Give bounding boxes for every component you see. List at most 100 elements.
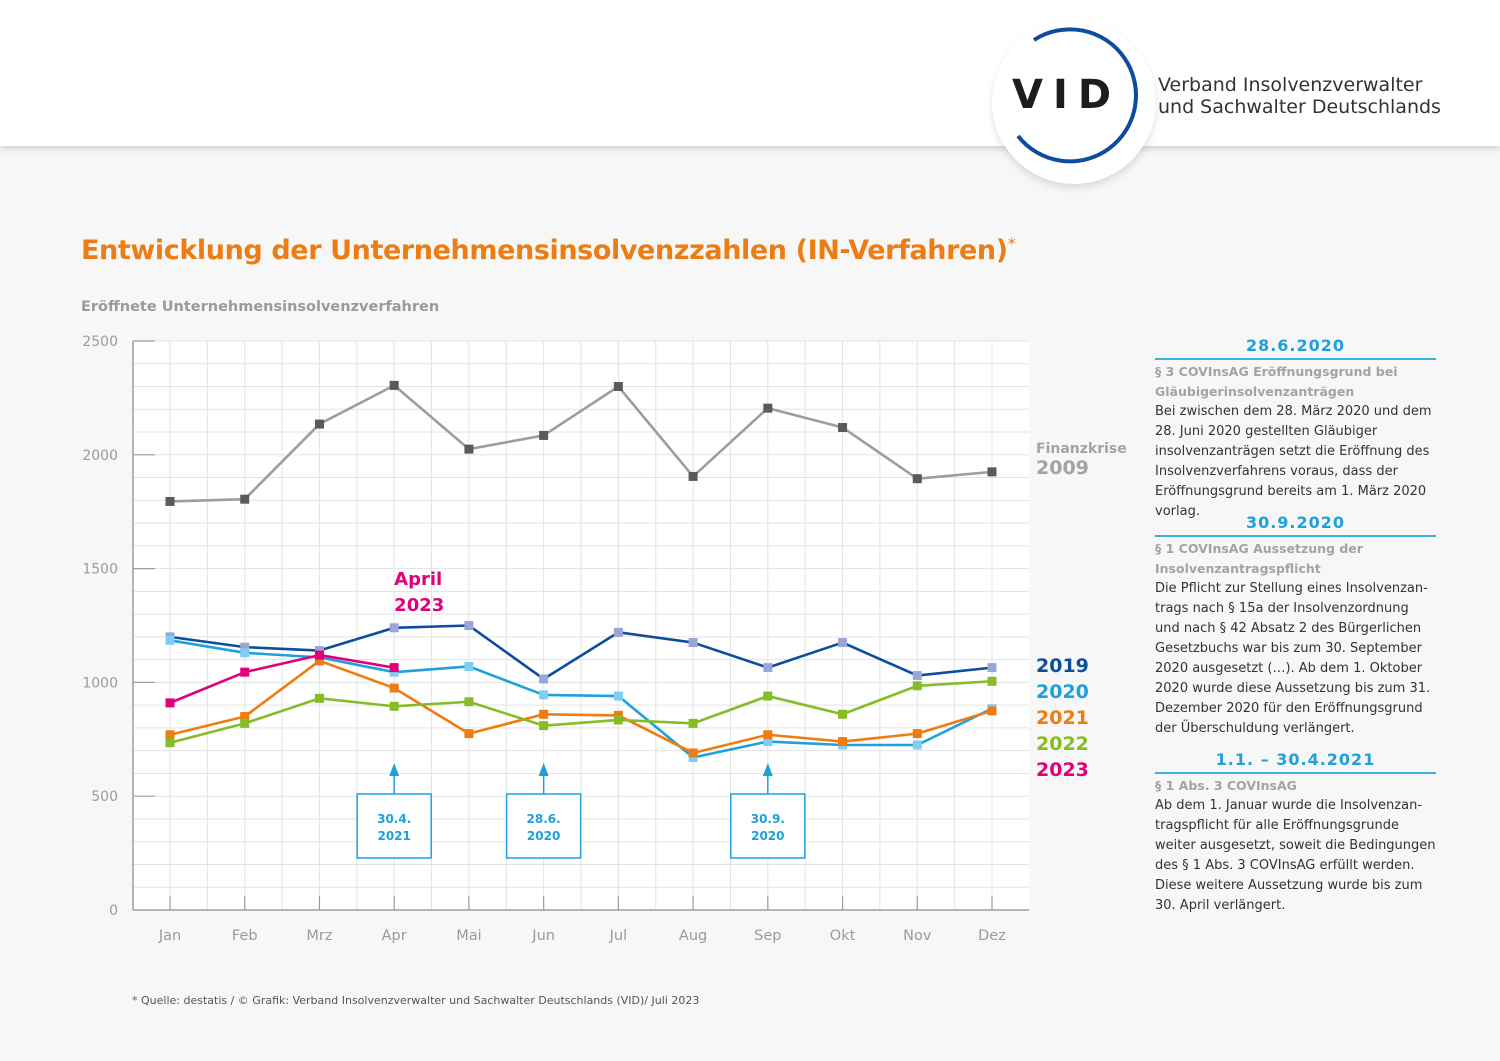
y-tick-label: 1000 [82, 675, 118, 691]
x-tick-label: Mai [456, 928, 481, 944]
data-point-2022 [912, 681, 922, 691]
data-point-2019 [838, 638, 848, 648]
data-point-2023 [314, 650, 324, 660]
annotation-box-date: 28.6. [527, 812, 561, 826]
data-point-2021 [987, 706, 997, 716]
legend-label-2021: 2021 [1036, 707, 1089, 729]
logo-arc-icon [1016, 27, 1138, 164]
data-point-2009 [240, 494, 250, 504]
series-2009 [165, 380, 997, 506]
data-point-2009 [613, 382, 623, 392]
x-tick-labels: Jan Feb Mrz Apr Mai Jun Jul Aug Sep Okt Nov Dez [158, 928, 1006, 944]
data-point-2021 [838, 737, 848, 747]
legend-label-2023: 2023 [1036, 759, 1089, 781]
data-point-2021 [613, 710, 623, 720]
y-tick-label: 500 [91, 789, 118, 805]
data-point-2021 [464, 729, 474, 739]
sidebar-section-1: 28.6.2020 § 3 COVInsAG Eröffnungsgrund b… [1155, 336, 1436, 522]
sidebar-body: Die Pflicht zur Stellung eines Insolvenz… [1155, 581, 1431, 736]
data-point-2019 [240, 642, 250, 652]
data-point-2009 [314, 419, 324, 429]
series-2023 [165, 650, 399, 708]
series-line-2009 [169, 384, 993, 503]
data-point-2021 [389, 683, 399, 693]
chart-series [165, 380, 997, 763]
annotation-box [505, 793, 582, 859]
series-2022 [165, 676, 997, 748]
logo-disc [992, 20, 1156, 184]
sidebar-body: Bei zwischen dem 28. März 2020 und dem 2… [1155, 404, 1432, 519]
data-point-2019 [464, 621, 474, 630]
chart-title-text: Entwicklung der Unternehmensinsolvenzzah… [81, 235, 1008, 266]
data-point-2023 [165, 698, 175, 708]
y-tick-label: 2000 [82, 448, 118, 464]
data-point-2022 [838, 709, 848, 719]
data-point-2009 [912, 474, 922, 484]
legend-label-2019: 2019 [1036, 655, 1089, 677]
sidebar-date: 28.6.2020 [1155, 336, 1436, 360]
legend-label-2009: 2009 [1036, 457, 1089, 479]
data-point-2019 [389, 623, 399, 633]
logo: VID [1012, 72, 1122, 118]
sidebar-heading: § 1 COVInsAG Aussetzung der Insolvenz­an… [1155, 541, 1363, 576]
annotation-box [356, 793, 432, 859]
x-tick-label: Mrz [306, 928, 332, 944]
data-point-2021 [539, 709, 549, 719]
chart-annotations: April 2023 30.4. 2021 28.6. 2020 30.9. 2020 [356, 569, 806, 859]
arrow-up-icon [762, 763, 773, 776]
annotation-box-year: 2021 [377, 829, 410, 843]
x-tick-label: Nov [903, 928, 932, 944]
sidebar-section-2: 30.9.2020 § 1 COVInsAG Aussetzung der In… [1155, 513, 1436, 739]
footnote-marker: * [1007, 234, 1016, 253]
header-bar [0, 0, 1500, 146]
data-point-2022 [464, 697, 474, 707]
series-line-2022 [169, 679, 993, 744]
chart-title: Entwicklung der Unternehmensinsolvenzzah… [81, 234, 1016, 266]
x-tick-label: Okt [830, 928, 856, 944]
data-point-2019 [539, 674, 549, 684]
data-point-2023 [240, 667, 250, 677]
data-point-2019 [613, 627, 623, 637]
annotation-box-year: 2020 [527, 829, 560, 843]
y-axis-title: Eröffnete Unternehmensinsolvenzverfahren [81, 299, 440, 315]
data-point-2022 [688, 718, 698, 728]
annotation-label: 2023 [394, 595, 444, 616]
data-point-2021 [688, 748, 698, 758]
org-name-line1: Verband Insolvenzverwalter [1158, 74, 1423, 96]
series-line-2021 [169, 659, 993, 755]
sidebar-date: 1.1. – 30.4.2021 [1155, 750, 1436, 774]
data-point-2009 [389, 380, 399, 390]
y-tick-labels: 0 500 1000 1500 2000 2500 [82, 334, 118, 919]
data-point-2022 [389, 701, 399, 711]
x-tick-label: Feb [232, 928, 258, 944]
data-point-2009 [539, 430, 549, 440]
annotation-box-date: 30.4. [377, 812, 411, 826]
data-point-2009 [987, 467, 997, 477]
data-point-2020 [240, 648, 250, 658]
data-point-2009 [838, 422, 848, 432]
footer-source: * Quelle: destatis / © Grafik: Verband I… [132, 994, 700, 1007]
data-point-2020 [912, 740, 922, 750]
data-point-2020 [539, 690, 549, 700]
data-point-2022 [240, 718, 250, 728]
y-tick-label: 2500 [82, 334, 118, 350]
data-point-2009 [165, 496, 175, 506]
data-point-2009 [763, 403, 773, 413]
annotation-box-year: 2020 [751, 829, 784, 843]
data-point-2021 [165, 730, 175, 740]
data-point-2021 [240, 712, 250, 722]
data-point-2020 [688, 753, 698, 763]
data-point-2022 [165, 738, 175, 748]
data-point-2022 [314, 693, 324, 703]
x-tick-label: Aug [679, 928, 707, 944]
data-point-2020 [464, 661, 474, 671]
legend-label-2009-caption: Finanzkrise [1036, 441, 1127, 457]
data-point-2019 [688, 638, 698, 648]
chart-axes [132, 340, 1029, 911]
data-point-2019 [314, 646, 324, 656]
series-2021 [165, 656, 997, 758]
data-point-2021 [763, 730, 773, 740]
x-tick-label: Dez [978, 928, 1006, 944]
